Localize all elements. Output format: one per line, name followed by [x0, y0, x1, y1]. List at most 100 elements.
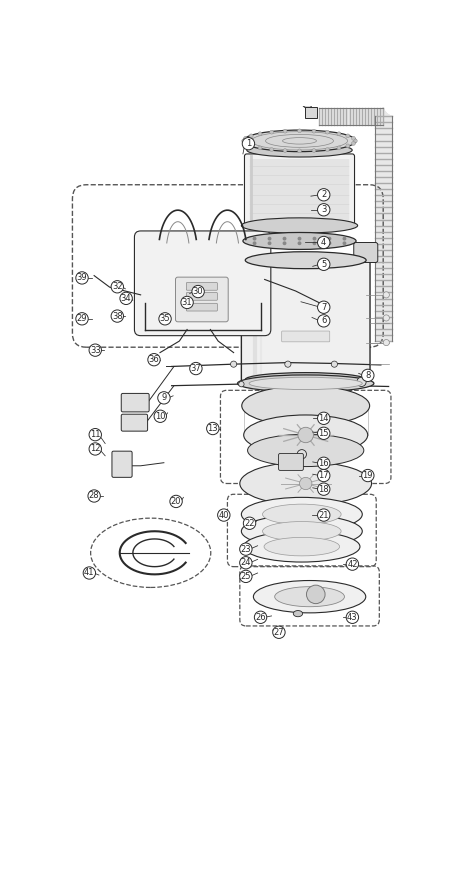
- Circle shape: [312, 242, 317, 245]
- Ellipse shape: [293, 611, 302, 617]
- Circle shape: [346, 134, 350, 138]
- Text: 18: 18: [319, 485, 329, 494]
- Text: 29: 29: [77, 314, 87, 323]
- Circle shape: [318, 509, 330, 521]
- Text: 14: 14: [319, 414, 329, 423]
- Circle shape: [244, 136, 247, 140]
- Circle shape: [240, 543, 252, 555]
- Text: 16: 16: [319, 458, 329, 468]
- FancyBboxPatch shape: [135, 231, 271, 335]
- Ellipse shape: [263, 521, 341, 541]
- Text: 41: 41: [84, 568, 95, 578]
- Text: 33: 33: [90, 346, 100, 355]
- Circle shape: [343, 242, 346, 245]
- Text: 15: 15: [319, 429, 329, 438]
- Circle shape: [253, 236, 256, 241]
- Text: 19: 19: [363, 471, 373, 480]
- Circle shape: [192, 285, 204, 297]
- Text: 6: 6: [321, 316, 327, 326]
- Circle shape: [383, 315, 390, 321]
- Ellipse shape: [245, 251, 366, 269]
- Text: 11: 11: [90, 430, 100, 439]
- Ellipse shape: [247, 435, 364, 466]
- Text: 2: 2: [321, 190, 327, 199]
- FancyBboxPatch shape: [279, 453, 303, 471]
- Circle shape: [298, 149, 301, 153]
- Circle shape: [239, 381, 244, 387]
- Circle shape: [346, 144, 350, 148]
- Circle shape: [253, 242, 256, 245]
- Circle shape: [318, 315, 330, 327]
- Circle shape: [76, 312, 88, 325]
- Bar: [374, 116, 392, 341]
- Text: 10: 10: [155, 412, 165, 420]
- Circle shape: [268, 242, 272, 245]
- Circle shape: [268, 236, 272, 241]
- Circle shape: [351, 136, 356, 140]
- Text: 13: 13: [208, 424, 218, 433]
- Circle shape: [283, 149, 287, 152]
- Circle shape: [383, 340, 390, 346]
- Circle shape: [243, 517, 256, 529]
- Circle shape: [230, 361, 237, 367]
- Circle shape: [297, 450, 307, 458]
- Circle shape: [351, 142, 356, 145]
- Circle shape: [318, 427, 330, 440]
- Circle shape: [298, 427, 313, 442]
- Circle shape: [240, 557, 252, 569]
- Circle shape: [158, 392, 170, 404]
- Ellipse shape: [244, 415, 368, 455]
- Circle shape: [120, 292, 132, 304]
- Ellipse shape: [243, 130, 356, 151]
- Circle shape: [362, 469, 374, 481]
- Ellipse shape: [241, 515, 362, 548]
- Circle shape: [111, 310, 124, 322]
- Ellipse shape: [264, 537, 339, 556]
- Circle shape: [346, 612, 359, 623]
- Text: 17: 17: [319, 471, 329, 480]
- Circle shape: [318, 412, 330, 425]
- FancyBboxPatch shape: [186, 304, 218, 311]
- Circle shape: [270, 148, 273, 151]
- Ellipse shape: [249, 377, 362, 389]
- FancyBboxPatch shape: [112, 451, 132, 477]
- Ellipse shape: [243, 233, 356, 250]
- Circle shape: [240, 570, 252, 582]
- Bar: [319, 108, 383, 125]
- Circle shape: [181, 296, 193, 309]
- Circle shape: [83, 566, 96, 579]
- FancyBboxPatch shape: [186, 293, 218, 300]
- Ellipse shape: [241, 218, 357, 234]
- Ellipse shape: [275, 587, 345, 607]
- Circle shape: [148, 353, 160, 366]
- Circle shape: [89, 442, 101, 455]
- Text: 36: 36: [149, 355, 159, 365]
- Circle shape: [346, 558, 359, 570]
- Circle shape: [328, 236, 331, 241]
- Circle shape: [318, 469, 330, 481]
- Text: 37: 37: [191, 364, 201, 373]
- Circle shape: [88, 489, 100, 502]
- Circle shape: [357, 377, 366, 387]
- Circle shape: [76, 272, 88, 284]
- Circle shape: [312, 149, 316, 152]
- Text: 8: 8: [365, 371, 371, 380]
- Text: 27: 27: [273, 627, 284, 637]
- Circle shape: [218, 509, 230, 521]
- Circle shape: [303, 381, 309, 387]
- Circle shape: [89, 428, 101, 441]
- Text: 4: 4: [321, 238, 327, 247]
- Circle shape: [307, 585, 325, 604]
- Text: 26: 26: [255, 612, 266, 622]
- Text: 23: 23: [240, 544, 251, 554]
- Circle shape: [318, 204, 330, 216]
- Text: 25: 25: [241, 572, 251, 581]
- Circle shape: [298, 129, 301, 133]
- Circle shape: [273, 626, 285, 638]
- Text: 43: 43: [347, 612, 358, 622]
- Circle shape: [343, 236, 346, 241]
- Circle shape: [270, 130, 273, 135]
- Text: 38: 38: [112, 312, 123, 320]
- Circle shape: [362, 369, 374, 381]
- Circle shape: [318, 258, 330, 271]
